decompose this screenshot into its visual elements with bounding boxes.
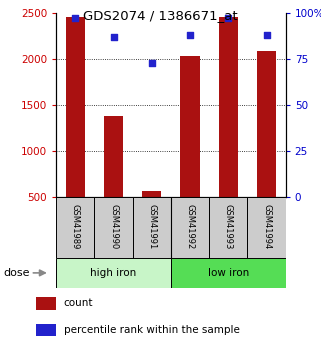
Bar bbox=[56, 197, 94, 258]
Text: GSM41990: GSM41990 bbox=[109, 204, 118, 249]
Bar bbox=[36, 324, 56, 336]
Text: GSM41992: GSM41992 bbox=[186, 204, 195, 249]
Bar bbox=[247, 197, 286, 258]
Bar bbox=[171, 258, 286, 288]
Text: percentile rank within the sample: percentile rank within the sample bbox=[64, 325, 239, 335]
Bar bbox=[142, 191, 161, 197]
Bar bbox=[104, 116, 123, 197]
Point bbox=[111, 34, 116, 40]
Text: dose: dose bbox=[3, 268, 30, 278]
Bar bbox=[66, 17, 85, 197]
Bar bbox=[180, 56, 200, 197]
Bar bbox=[257, 51, 276, 197]
Bar bbox=[94, 197, 133, 258]
Text: GSM41989: GSM41989 bbox=[71, 204, 80, 249]
Bar bbox=[133, 197, 171, 258]
Text: GSM41993: GSM41993 bbox=[224, 204, 233, 249]
Point bbox=[187, 32, 193, 38]
Bar bbox=[36, 297, 56, 310]
Point bbox=[149, 60, 154, 65]
Point bbox=[226, 16, 231, 21]
Bar bbox=[219, 17, 238, 197]
Text: count: count bbox=[64, 298, 93, 308]
Point bbox=[264, 32, 269, 38]
Bar bbox=[171, 197, 209, 258]
Text: GSM41994: GSM41994 bbox=[262, 204, 271, 249]
Text: GDS2074 / 1386671_at: GDS2074 / 1386671_at bbox=[83, 9, 238, 22]
Text: GSM41991: GSM41991 bbox=[147, 204, 156, 249]
Text: low iron: low iron bbox=[208, 268, 249, 278]
Point bbox=[73, 16, 78, 21]
Bar bbox=[56, 258, 171, 288]
Text: high iron: high iron bbox=[91, 268, 137, 278]
Bar bbox=[209, 197, 247, 258]
